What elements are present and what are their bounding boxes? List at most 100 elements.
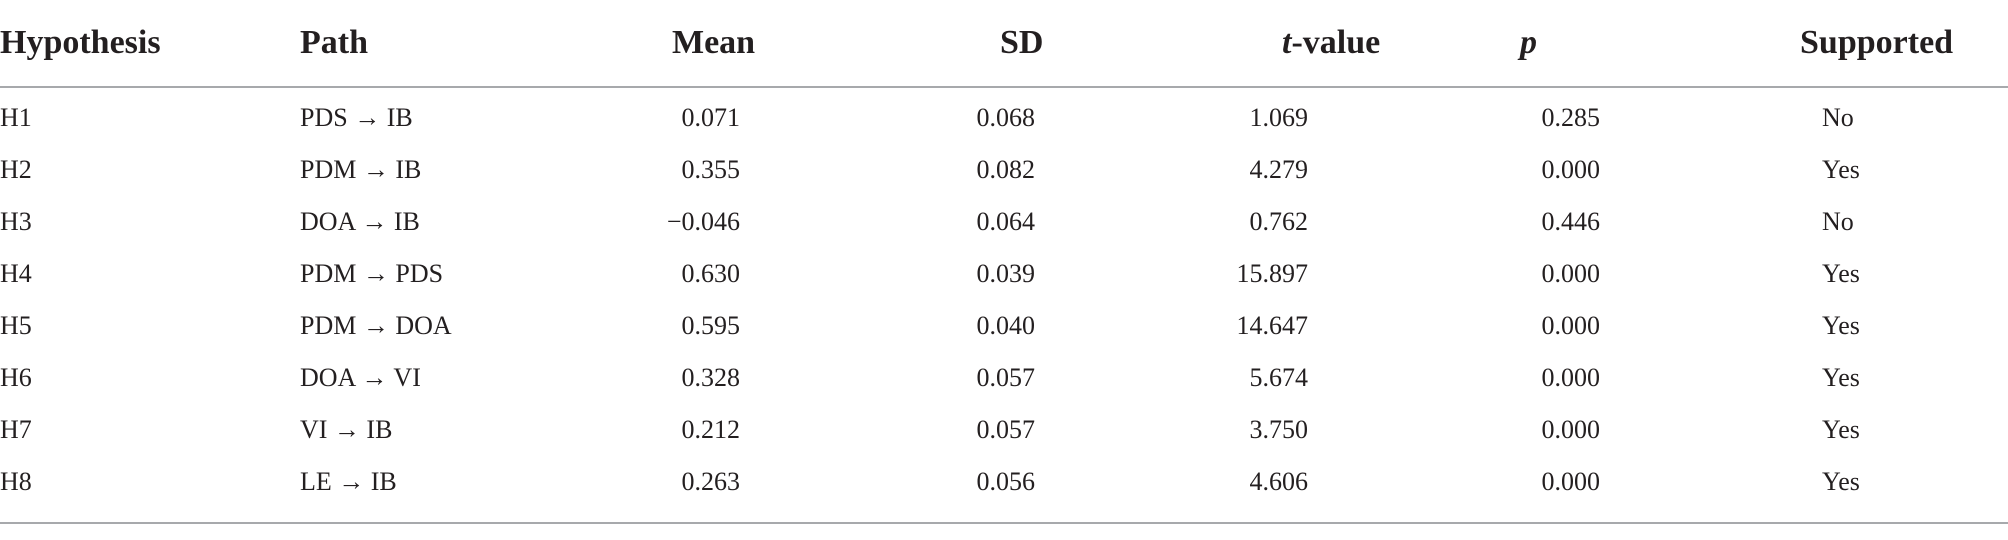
cell-supported: Yes bbox=[1822, 363, 1860, 392]
cell-supported: Yes bbox=[1822, 311, 1860, 340]
cell-sd: 0.082 bbox=[976, 155, 1036, 184]
cell-spacer bbox=[1350, 248, 1490, 300]
table-body: H1 PDS → IB 0.071 0.068 1.069 0.285 No H2 PDM → … bbox=[0, 87, 2008, 508]
hypothesis-results-table: Hypothesis Path Mean SD t-value p Suppor… bbox=[0, 0, 2008, 508]
cell-t-value: 5.674 bbox=[1249, 363, 1309, 392]
header-sd-label: SD bbox=[1000, 24, 1044, 61]
cell-spacer bbox=[1040, 404, 1190, 456]
cell-supported: Yes bbox=[1822, 415, 1860, 444]
cell-spacer bbox=[740, 404, 880, 456]
cell-spacer bbox=[1040, 300, 1190, 352]
cell-mean: 0.263 bbox=[681, 467, 741, 496]
cell-spacer bbox=[740, 300, 880, 352]
cell-spacer bbox=[740, 352, 880, 404]
cell-spacer bbox=[1350, 300, 1490, 352]
cell-mean: 0.355 bbox=[681, 155, 741, 184]
cell-spacer bbox=[1040, 87, 1190, 144]
cell-t-value: 15.897 bbox=[1236, 259, 1309, 288]
cell-spacer bbox=[1350, 352, 1490, 404]
header-sd: SD bbox=[880, 0, 1190, 88]
cell-spacer bbox=[740, 456, 880, 508]
cell-spacer bbox=[740, 87, 880, 144]
cell-p: 0.000 bbox=[1541, 415, 1601, 444]
header-hypothesis: Hypothesis bbox=[0, 0, 300, 88]
table-bottom-rule bbox=[0, 522, 2008, 524]
cell-sd: 0.068 bbox=[976, 103, 1036, 132]
header-p-label: p bbox=[1520, 24, 1538, 61]
cell-p: 0.000 bbox=[1541, 467, 1601, 496]
table-row: H3 DOA → IB −0.046 0.064 0.762 0.446 No bbox=[0, 196, 2008, 248]
cell-supported: Yes bbox=[1822, 155, 1860, 184]
cell-mean: 0.071 bbox=[681, 103, 741, 132]
header-t-italic: t bbox=[1282, 24, 1292, 61]
header-p: p bbox=[1490, 0, 1661, 88]
cell-t-value: 4.606 bbox=[1249, 467, 1309, 496]
header-supported: Supported bbox=[1660, 0, 2008, 88]
table-header: Hypothesis Path Mean SD t-value p Suppor… bbox=[0, 0, 2008, 88]
cell-p: 0.000 bbox=[1541, 259, 1601, 288]
cell-t-value: 3.750 bbox=[1249, 415, 1309, 444]
header-row: Hypothesis Path Mean SD t-value p Suppor… bbox=[0, 0, 2008, 88]
cell-path: PDM → PDS bbox=[300, 259, 444, 288]
cell-p: 0.000 bbox=[1541, 311, 1601, 340]
cell-spacer bbox=[740, 196, 880, 248]
cell-path: VI → IB bbox=[300, 415, 393, 444]
cell-spacer bbox=[740, 248, 880, 300]
cell-mean: 0.595 bbox=[681, 311, 741, 340]
cell-mean: 0.328 bbox=[681, 363, 741, 392]
header-mean: Mean bbox=[600, 0, 880, 88]
cell-p: 0.000 bbox=[1541, 155, 1601, 184]
cell-sd: 0.064 bbox=[976, 207, 1036, 236]
cell-hypothesis: H3 bbox=[0, 207, 32, 236]
cell-sd: 0.039 bbox=[976, 259, 1036, 288]
cell-spacer bbox=[740, 144, 880, 196]
cell-hypothesis: H8 bbox=[0, 467, 32, 496]
cell-supported: Yes bbox=[1822, 259, 1860, 288]
cell-path: PDM → DOA bbox=[300, 311, 452, 340]
cell-path: DOA → VI bbox=[300, 363, 421, 392]
header-mean-label: Mean bbox=[672, 24, 756, 61]
cell-sd: 0.040 bbox=[976, 311, 1036, 340]
table-row: H6 DOA → VI 0.328 0.057 5.674 0.000 Yes bbox=[0, 352, 2008, 404]
header-t-value: t-value bbox=[1190, 0, 1491, 88]
cell-p: 0.000 bbox=[1541, 363, 1601, 392]
cell-mean: 0.630 bbox=[681, 259, 741, 288]
table-row: H1 PDS → IB 0.071 0.068 1.069 0.285 No bbox=[0, 87, 2008, 144]
cell-p: 0.285 bbox=[1541, 103, 1601, 132]
cell-sd: 0.057 bbox=[976, 363, 1036, 392]
cell-spacer bbox=[1350, 456, 1490, 508]
cell-t-value: 0.762 bbox=[1249, 207, 1309, 236]
cell-path: PDM → IB bbox=[300, 155, 422, 184]
cell-mean: −0.046 bbox=[666, 207, 740, 236]
results-table: Hypothesis Path Mean SD t-value p Suppor… bbox=[0, 0, 2008, 508]
cell-path: LE → IB bbox=[300, 467, 397, 496]
cell-supported: Yes bbox=[1822, 467, 1860, 496]
cell-t-value: 4.279 bbox=[1249, 155, 1309, 184]
cell-spacer bbox=[1350, 87, 1490, 144]
cell-spacer bbox=[1040, 248, 1190, 300]
cell-spacer bbox=[1350, 196, 1490, 248]
cell-spacer bbox=[1040, 456, 1190, 508]
table-row: H4 PDM → PDS 0.630 0.039 15.897 0.000 Yes bbox=[0, 248, 2008, 300]
cell-spacer bbox=[1040, 144, 1190, 196]
cell-t-value: 1.069 bbox=[1249, 103, 1309, 132]
cell-spacer bbox=[1350, 404, 1490, 456]
cell-t-value: 14.647 bbox=[1236, 311, 1309, 340]
cell-spacer bbox=[1040, 352, 1190, 404]
cell-hypothesis: H6 bbox=[0, 363, 32, 392]
table-row: H8 LE → IB 0.263 0.056 4.606 0.000 Yes bbox=[0, 456, 2008, 508]
cell-mean: 0.212 bbox=[681, 415, 741, 444]
cell-hypothesis: H7 bbox=[0, 415, 32, 444]
cell-sd: 0.056 bbox=[976, 467, 1036, 496]
cell-path: PDS → IB bbox=[300, 103, 413, 132]
cell-hypothesis: H4 bbox=[0, 259, 32, 288]
cell-supported: No bbox=[1822, 207, 1854, 236]
cell-hypothesis: H1 bbox=[0, 103, 32, 132]
cell-hypothesis: H2 bbox=[0, 155, 32, 184]
table-row: H2 PDM → IB 0.355 0.082 4.279 0.000 Yes bbox=[0, 144, 2008, 196]
cell-p: 0.446 bbox=[1541, 207, 1601, 236]
cell-spacer bbox=[1040, 196, 1190, 248]
table-row: H7 VI → IB 0.212 0.057 3.750 0.000 Yes bbox=[0, 404, 2008, 456]
cell-sd: 0.057 bbox=[976, 415, 1036, 444]
cell-spacer bbox=[1350, 144, 1490, 196]
